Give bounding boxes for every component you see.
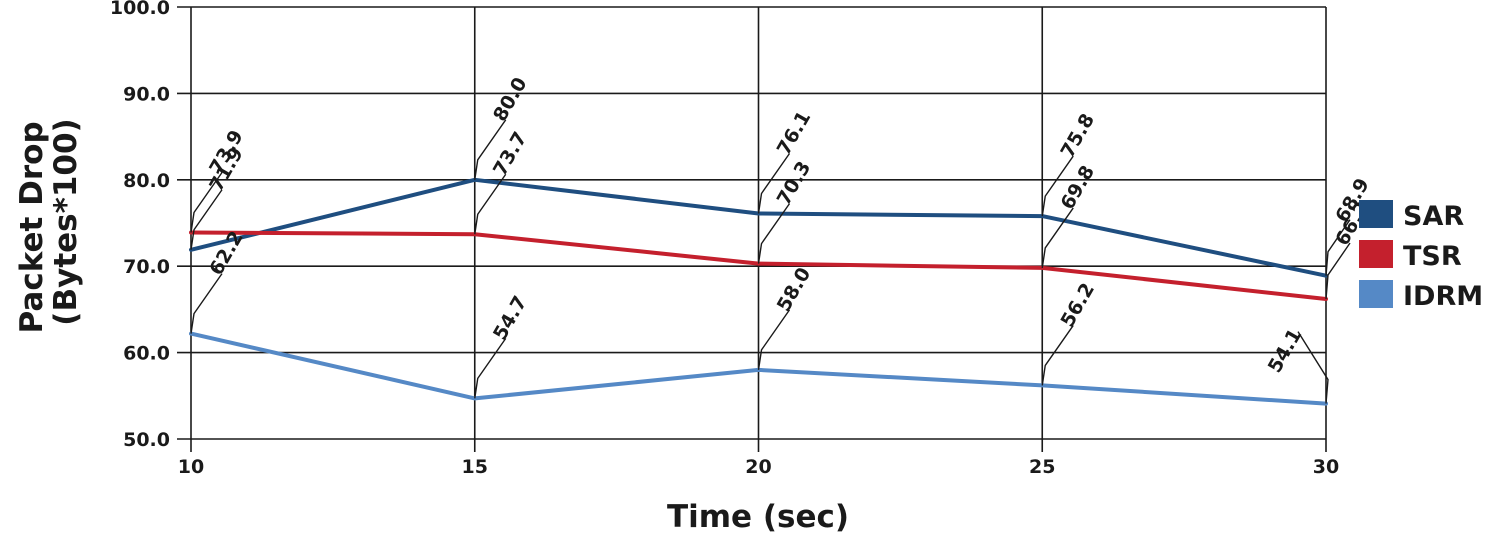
- grid: [177, 6, 1327, 452]
- data-label-leader: [757, 153, 791, 214]
- data-label-leader: [1297, 331, 1329, 404]
- y-tick-label: 60.0: [123, 343, 170, 365]
- data-labels: 71.980.076.1 75.868.973.9 73.770.3 69.866.2…: [190, 74, 1374, 404]
- data-label-leader: [1325, 219, 1351, 276]
- data-label: 69.8: [1057, 162, 1099, 214]
- legend-label-sar: SAR: [1403, 201, 1464, 232]
- data-label-leader: [474, 173, 507, 235]
- data-label-leader: [190, 189, 223, 250]
- x-tick-label: 25: [1029, 456, 1055, 478]
- y-axis-title: Packet Drop (Bytes*100): [14, 111, 84, 334]
- legend: SAR TSR IDRM: [1359, 200, 1483, 312]
- legend-swatch-tsr: [1359, 240, 1393, 268]
- x-tick-label: 30: [1313, 456, 1339, 478]
- data-label: 75.8: [1057, 110, 1099, 162]
- data-label-leader: [190, 273, 223, 334]
- data-label: 70.3: [773, 157, 815, 209]
- data-label: 56.2: [1057, 279, 1099, 331]
- data-label-leader: [474, 337, 507, 399]
- y-axis-title-line-1: Packet Drop: [14, 121, 50, 333]
- x-tick-label: 20: [745, 456, 771, 478]
- data-label: 58.0: [773, 264, 815, 316]
- data-label: 73.7: [489, 128, 531, 180]
- data-label-leader: [757, 203, 791, 264]
- data-label-leader: [190, 172, 223, 233]
- data-label: 54.7: [489, 292, 531, 344]
- data-label-leader: [1041, 325, 1074, 386]
- y-axis-title-line-2: (Bytes*100): [48, 118, 84, 325]
- legend-swatch-sar: [1359, 200, 1393, 228]
- tick-labels: 50.0 60.0 70.0 80.0 90.0 100.0 10 15 20 25 30: [110, 0, 1339, 478]
- x-tick-label: 15: [462, 456, 488, 478]
- data-label-leader: [1041, 155, 1074, 217]
- data-label-leader: [757, 309, 791, 370]
- data-label-leader: [474, 119, 507, 180]
- x-tick-label: 10: [178, 456, 204, 478]
- data-label: 80.0: [489, 74, 531, 126]
- legend-swatch-idrm: [1359, 280, 1393, 308]
- y-tick-label: 50.0: [123, 429, 170, 451]
- series-line-sar: [189, 177, 1328, 278]
- y-tick-label: 70.0: [123, 256, 170, 278]
- data-label: 76.1: [773, 107, 815, 159]
- data-label: 62.2: [205, 227, 247, 279]
- data-label-leader: [1325, 242, 1351, 300]
- series-line-idrm: [189, 331, 1328, 406]
- x-axis-title: Time (sec): [667, 499, 849, 534]
- y-tick-label: 90.0: [123, 83, 170, 105]
- data-label: 54.1: [1264, 325, 1306, 377]
- legend-label-idrm: IDRM: [1403, 281, 1483, 312]
- y-tick-label: 80.0: [123, 170, 170, 192]
- y-tick-label: 100.0: [110, 0, 170, 19]
- data-label-leader: [1041, 207, 1074, 269]
- legend-label-tsr: TSR: [1403, 241, 1462, 272]
